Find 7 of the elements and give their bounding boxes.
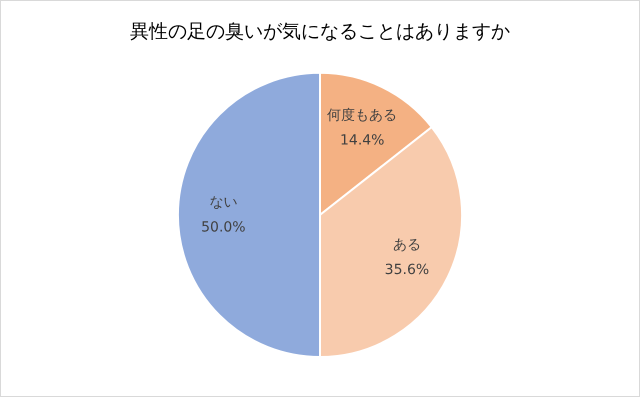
data-label: 14.4% (340, 132, 384, 149)
slice-label: 何度もある (327, 108, 398, 124)
chart-title: 異性の足の臭いが気になることはありますか (130, 20, 510, 42)
slice-label: ある (392, 236, 421, 253)
slice-label: ない (209, 194, 238, 211)
data-label: 35.6% (384, 262, 430, 278)
data-label: 50.0% (201, 220, 246, 236)
